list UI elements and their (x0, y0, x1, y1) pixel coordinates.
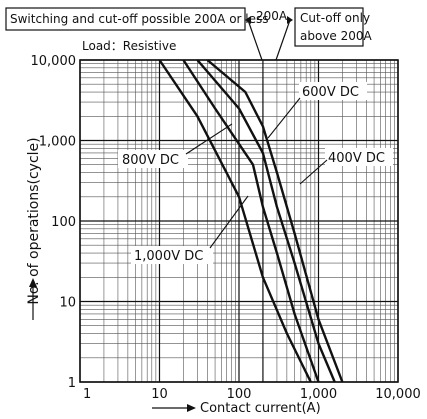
series-label-1000-bg (131, 246, 213, 264)
leader-400v (299, 159, 328, 185)
series-label-600v: 600V DC (302, 85, 359, 100)
series-label-1000v: 1,000V DC (134, 249, 203, 264)
series-line-400vdc (206, 59, 344, 383)
leader-800v (185, 123, 233, 155)
load-condition: Load：Resistive (82, 39, 176, 53)
x-tick-label: 1 (83, 387, 91, 402)
series-label-400-bg (325, 148, 393, 166)
series-line-600vdc (196, 59, 336, 383)
series-label-400v: 400V DC (328, 151, 385, 166)
leader-1000v (209, 195, 249, 249)
x-tick-labels: 1 10 100 1,000 10,000 (83, 387, 421, 402)
x-tick-label: 1,000 (300, 387, 337, 402)
boundary-marker (247, 19, 291, 61)
series-label-800v: 800V DC (122, 153, 179, 168)
x-tick-label: 100 (227, 387, 252, 402)
plot-frame (79, 59, 399, 383)
y-axis-label: No. of operations(cycle) (26, 137, 42, 304)
boundary-label: 200A (256, 9, 288, 23)
boundary-arrows (245, 16, 293, 24)
y-tick-label: 1 (68, 376, 76, 391)
x-axis-arrowhead (187, 404, 196, 412)
left-region-box (5, 7, 246, 31)
y-axis-arrowhead (29, 278, 37, 287)
x-tick-label: 10,000 (375, 387, 421, 402)
series-label-800-bg (118, 150, 188, 168)
left-region-label: Switching and cut-off possible 200A or l… (10, 12, 269, 26)
y-tick-label: 10 (59, 296, 76, 311)
series-line-800vdc (182, 59, 320, 383)
series-label-600-bg (299, 82, 367, 100)
y-tick-label: 100 (51, 215, 76, 230)
y-tick-label: 1,000 (39, 135, 76, 150)
series-line-1000vdc (158, 59, 312, 383)
series-lines (158, 59, 344, 383)
right-region-box (294, 7, 364, 47)
y-tick-labels: 1 10 100 1,000 10,000 (31, 54, 77, 391)
x-tick-label: 10 (151, 387, 168, 402)
right-region-label-line1: Cut-off only (300, 11, 370, 25)
x-axis-label: Contact current(A) (200, 401, 321, 416)
right-region-label-line2: above 200A (300, 29, 373, 43)
leader-600v (267, 97, 301, 139)
y-tick-label: 10,000 (31, 54, 77, 69)
